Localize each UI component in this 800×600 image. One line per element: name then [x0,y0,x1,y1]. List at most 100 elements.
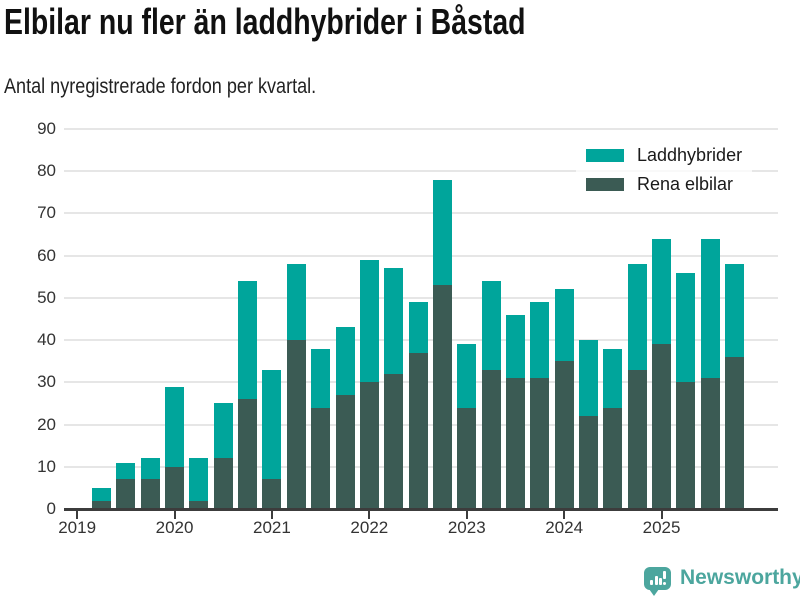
bar-segment-rena-elbilar [335,395,355,509]
bar-segment-rena-elbilar [554,361,574,509]
bar-segment-rena-elbilar [140,479,160,509]
brand-name: Newsworthy [680,566,800,589]
bar-segment-laddhybrider [603,348,623,408]
x-axis-tick-label: 2022 [350,518,389,537]
bar-segment-laddhybrider [652,238,672,345]
x-axis-tick [270,511,273,519]
bar-segment-rena-elbilar [238,399,258,509]
brand-footer: Newsworthy [644,561,800,596]
bar-segment-laddhybrider [116,462,136,480]
logo-bubble-tail [649,588,659,596]
bar-segment-laddhybrider [92,487,111,501]
y-axis-tick-label: 60 [37,245,56,265]
y-axis-tick-label: 10 [37,456,56,476]
bar-segment-laddhybrider [140,458,160,480]
bar-segment-laddhybrider [554,289,574,362]
x-axis-line [64,508,778,511]
bar-segment-rena-elbilar [213,458,233,509]
gridline [64,296,778,299]
bar-segment-rena-elbilar [530,378,550,509]
bar-segment-laddhybrider [359,259,379,383]
bar-segment-rena-elbilar [457,407,477,509]
legend-swatch [586,178,624,191]
y-axis-tick-label: 20 [37,414,56,434]
bar-segment-rena-elbilar [286,340,306,509]
bar-segment-laddhybrider [579,340,598,417]
x-axis-tick [76,511,79,519]
y-axis-tick-label: 80 [37,161,56,181]
chart-subtitle: Antal nyregistrerade fordon per kvartal. [4,75,317,98]
bar-segment-rena-elbilar [505,378,525,509]
bar-segment-rena-elbilar [384,373,404,509]
bar-segment-rena-elbilar [603,407,623,509]
bar-segment-laddhybrider [384,268,404,374]
bar-segment-laddhybrider [335,327,355,395]
x-axis-tick-label: 2025 [642,518,681,537]
bar-segment-rena-elbilar [359,382,379,509]
bar-segment-rena-elbilar [725,357,745,509]
y-axis-tick-label: 70 [37,203,56,223]
bar-segment-laddhybrider [457,344,477,408]
bar-segment-rena-elbilar [408,352,428,509]
bar-segment-laddhybrider [700,238,720,379]
bar-segment-laddhybrider [262,369,282,480]
bar-segment-rena-elbilar [262,479,282,509]
x-axis-tick-label: 2021 [253,518,291,537]
y-axis-tick-label: 90 [37,119,56,138]
bar-segment-rena-elbilar [189,500,209,509]
y-axis-tick-label: 40 [37,330,56,350]
y-axis-tick-label: 50 [37,287,56,307]
bar-segment-laddhybrider [530,302,550,379]
newsworthy-logo-icon [644,566,671,596]
legend-label: Laddhybrider [637,145,743,165]
legend-item-rena-elbilar: Rena elbilar [586,170,742,199]
logo-exclamation-dot-icon [663,581,666,585]
bar-segment-laddhybrider [311,348,331,408]
logo-bar-icon [659,577,662,585]
bar-segment-laddhybrider [505,314,525,379]
bar-segment-laddhybrider [238,281,258,400]
x-axis-tick-label: 2024 [545,518,584,537]
logo-exclamation-icon [663,570,666,579]
x-axis-tick [173,511,176,519]
bar-segment-laddhybrider [286,264,306,341]
x-axis-tick [660,511,663,519]
bar-segment-laddhybrider [676,272,696,383]
gridline [64,212,778,215]
gridline [64,254,778,257]
chart-title: Elbilar nu fler än laddhybrider i Båstad [4,1,526,42]
bar-segment-laddhybrider [481,281,501,370]
bar-segment-laddhybrider [165,386,185,467]
bar-segment-rena-elbilar [481,369,501,509]
bar-segment-laddhybrider [408,302,428,353]
x-axis-tick-label: 2023 [447,518,486,537]
bar-segment-laddhybrider [627,264,647,370]
bar-segment-rena-elbilar [579,416,598,509]
y-axis-tick-label: 0 [46,499,56,518]
legend: Laddhybrider Rena elbilar [576,139,753,201]
bar-segment-rena-elbilar [652,344,672,509]
logo-bar-icon [654,575,658,585]
bar-segment-laddhybrider [189,458,209,501]
bar-segment-rena-elbilar [116,479,136,509]
bar-segment-rena-elbilar [92,500,111,509]
bar-segment-rena-elbilar [311,407,331,509]
bar-segment-rena-elbilar [676,382,696,509]
bar-segment-rena-elbilar [165,466,185,509]
legend-label: Rena elbilar [637,174,734,194]
bar-segment-rena-elbilar [432,285,452,509]
x-axis-tick [465,511,468,519]
x-axis-tick-label: 2019 [58,518,97,537]
bar-segment-laddhybrider [213,403,233,459]
x-axis-tick [563,511,566,519]
y-axis-tick-label: 30 [37,372,56,392]
bar-segment-laddhybrider [432,179,452,286]
legend-item-laddhybrider: Laddhybrider [586,141,742,170]
x-axis-tick [368,511,371,519]
bar-segment-rena-elbilar [700,378,720,509]
bar-segment-rena-elbilar [627,369,647,509]
legend-swatch [586,149,624,162]
gridline [64,170,778,173]
